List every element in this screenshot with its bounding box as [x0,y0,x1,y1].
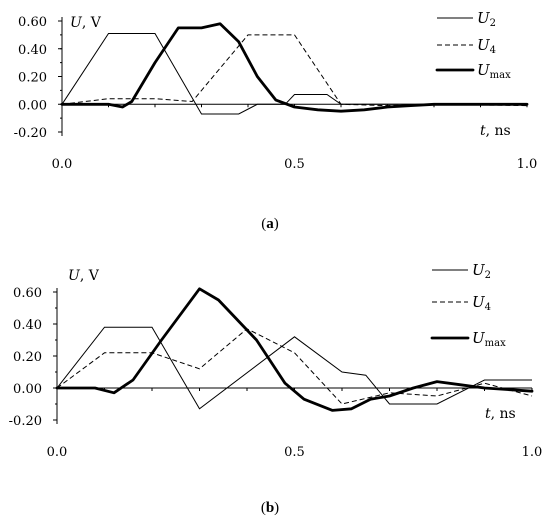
y-tick-label: 0.20 [13,350,42,365]
legend-label-u2: U2 [477,9,496,29]
x-axis-label-unit: , ns [486,123,511,139]
caption-letter: a [266,216,274,232]
x-axis-label: t, ns [485,406,516,422]
legend-label-sub: 2 [490,18,496,29]
x-tick-label: 1.0 [522,445,543,460]
caption-letter: b [266,500,274,516]
x-axis-label-unit: , ns [491,406,516,422]
x-axis-label-var: t [485,406,491,422]
legend-label-base: U [477,9,491,27]
caption-paren: ( [261,500,266,516]
legend-label-base: U [472,261,486,279]
caption-paren: ) [274,500,279,516]
legend-label-umax: Umax [472,329,506,349]
y-axis-label-unit: , V [80,268,100,284]
caption-paren: ( [261,216,266,232]
legend-label-u2: U2 [472,261,491,281]
panel-caption: (a) [261,216,279,232]
legend-label-u4: U4 [477,36,496,56]
x-tick-label: 0.0 [47,445,68,460]
y-tick-label: -0.20 [9,414,42,429]
y-tick-label: 0.60 [18,15,47,30]
legend-label-sub: max [485,338,506,349]
x-tick-label: 0.5 [284,445,305,460]
y-tick-label: 0.40 [18,43,47,58]
legend-label-base: U [477,36,491,54]
legend-label-u4: U4 [472,293,491,313]
legend-label-base: U [472,293,486,311]
panel-caption: (b) [261,500,279,516]
series-line-umax [55,287,534,412]
y-tick-label: 0.00 [13,382,42,397]
legend-label-sub: 2 [485,270,491,281]
y-axis-label-var: U [70,15,83,31]
x-axis-label-var: t [480,123,486,139]
y-tick-label: 0.00 [18,98,47,113]
y-tick-label: 0.20 [18,71,47,86]
series-line-u4 [56,328,533,405]
legend-label-sub: 4 [485,302,491,313]
y-axis-label: U, V [68,268,100,284]
caption-paren: ) [274,216,279,232]
legend-label-sub: max [490,70,511,81]
y-axis-label-unit: , V [82,15,102,31]
x-tick-label: 0.0 [52,157,73,172]
chart-panel-a: 0.600.400.200.00-0.200.0 0.5 1.0U, Vt, nsU… [14,9,538,232]
y-tick-label: 0.60 [13,286,42,301]
legend-label-umax: Umax [477,61,511,81]
legend-label-sub: 4 [490,45,496,56]
y-tick-label: 0.40 [13,318,42,333]
chart-panel-b: 0.600.400.200.00-0.200.0 0.5 1.0U, Vt, nsU… [9,261,543,516]
y-axis-label-var: U [68,268,81,284]
x-axis-label: t, ns [480,123,511,139]
series-line-umax [60,22,529,113]
x-tick-label: 0.5 [284,157,305,172]
y-axis-label: U, V [70,15,102,31]
y-tick-label: -0.20 [14,126,47,141]
series-line-u2 [61,33,527,115]
legend-label-base: U [472,329,486,347]
legend-label-base: U [477,61,491,79]
series-line-u2 [56,326,532,410]
x-tick-label: 1.0 [517,157,538,172]
